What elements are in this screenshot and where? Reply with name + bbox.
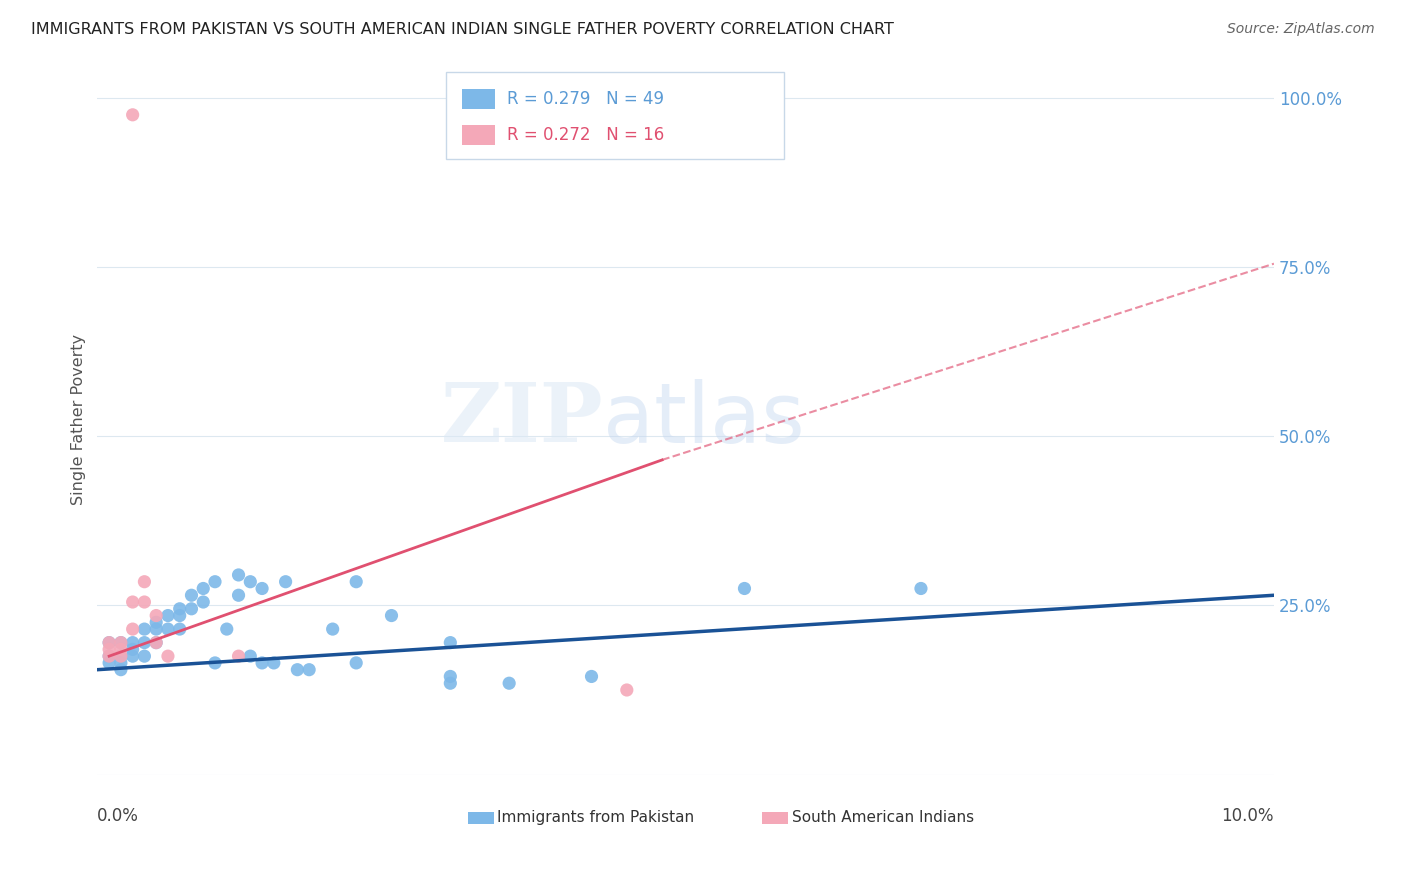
Point — [110, 642, 132, 657]
Point — [439, 669, 461, 683]
Point — [215, 622, 238, 636]
Point — [134, 649, 156, 664]
Point — [169, 601, 191, 615]
Point — [134, 635, 156, 649]
Point — [193, 595, 215, 609]
Point — [145, 608, 167, 623]
Point — [239, 649, 262, 664]
Point — [322, 622, 344, 636]
Point — [110, 656, 132, 670]
Point — [156, 649, 179, 664]
Text: R = 0.272   N = 16: R = 0.272 N = 16 — [506, 127, 664, 145]
Point — [910, 582, 932, 596]
Point — [110, 649, 132, 664]
Text: IMMIGRANTS FROM PAKISTAN VS SOUTH AMERICAN INDIAN SINGLE FATHER POVERTY CORRELAT: IMMIGRANTS FROM PAKISTAN VS SOUTH AMERIC… — [31, 22, 894, 37]
Point — [156, 622, 179, 636]
FancyBboxPatch shape — [463, 89, 495, 110]
Point — [274, 574, 297, 589]
Point — [110, 663, 132, 677]
Point — [263, 656, 285, 670]
Point — [180, 601, 202, 615]
Point — [298, 663, 321, 677]
Point — [156, 608, 179, 623]
Text: atlas: atlas — [603, 379, 806, 459]
Point — [121, 622, 143, 636]
Point — [204, 574, 226, 589]
Text: South American Indians: South American Indians — [792, 810, 974, 825]
Point — [169, 608, 191, 623]
Point — [98, 642, 121, 657]
Point — [228, 588, 250, 602]
Point — [439, 635, 461, 649]
FancyBboxPatch shape — [463, 126, 495, 145]
Text: 0.0%: 0.0% — [97, 806, 139, 824]
Text: Immigrants from Pakistan: Immigrants from Pakistan — [498, 810, 695, 825]
Point — [98, 635, 121, 649]
Point — [145, 622, 167, 636]
Point — [145, 615, 167, 630]
FancyBboxPatch shape — [468, 812, 494, 824]
Point — [250, 656, 273, 670]
Point — [145, 635, 167, 649]
Point — [180, 588, 202, 602]
FancyBboxPatch shape — [762, 812, 787, 824]
Point — [121, 635, 143, 649]
Point — [581, 669, 603, 683]
Point — [498, 676, 520, 690]
Point — [121, 108, 143, 122]
Text: 10.0%: 10.0% — [1222, 806, 1274, 824]
Point — [98, 649, 121, 664]
Point — [733, 582, 755, 596]
Point — [169, 622, 191, 636]
Point — [616, 683, 638, 698]
Point — [110, 635, 132, 649]
Point — [134, 622, 156, 636]
Point — [344, 574, 367, 589]
Point — [439, 676, 461, 690]
Y-axis label: Single Father Poverty: Single Father Poverty — [72, 334, 86, 505]
Point — [110, 649, 132, 664]
Point — [121, 642, 143, 657]
Point — [98, 656, 121, 670]
Point — [110, 635, 132, 649]
Text: ZIP: ZIP — [440, 379, 603, 459]
Point — [121, 595, 143, 609]
Point — [98, 649, 121, 664]
Point — [250, 582, 273, 596]
Point — [145, 635, 167, 649]
Point — [98, 635, 121, 649]
Point — [228, 649, 250, 664]
Point — [228, 568, 250, 582]
Point — [121, 649, 143, 664]
Point — [134, 595, 156, 609]
Point — [193, 582, 215, 596]
Point — [239, 574, 262, 589]
Text: Source: ZipAtlas.com: Source: ZipAtlas.com — [1227, 22, 1375, 37]
Point — [380, 608, 402, 623]
Point — [134, 574, 156, 589]
Point — [344, 656, 367, 670]
Text: R = 0.279   N = 49: R = 0.279 N = 49 — [506, 90, 664, 109]
FancyBboxPatch shape — [446, 72, 785, 160]
Point — [204, 656, 226, 670]
Point — [287, 663, 309, 677]
